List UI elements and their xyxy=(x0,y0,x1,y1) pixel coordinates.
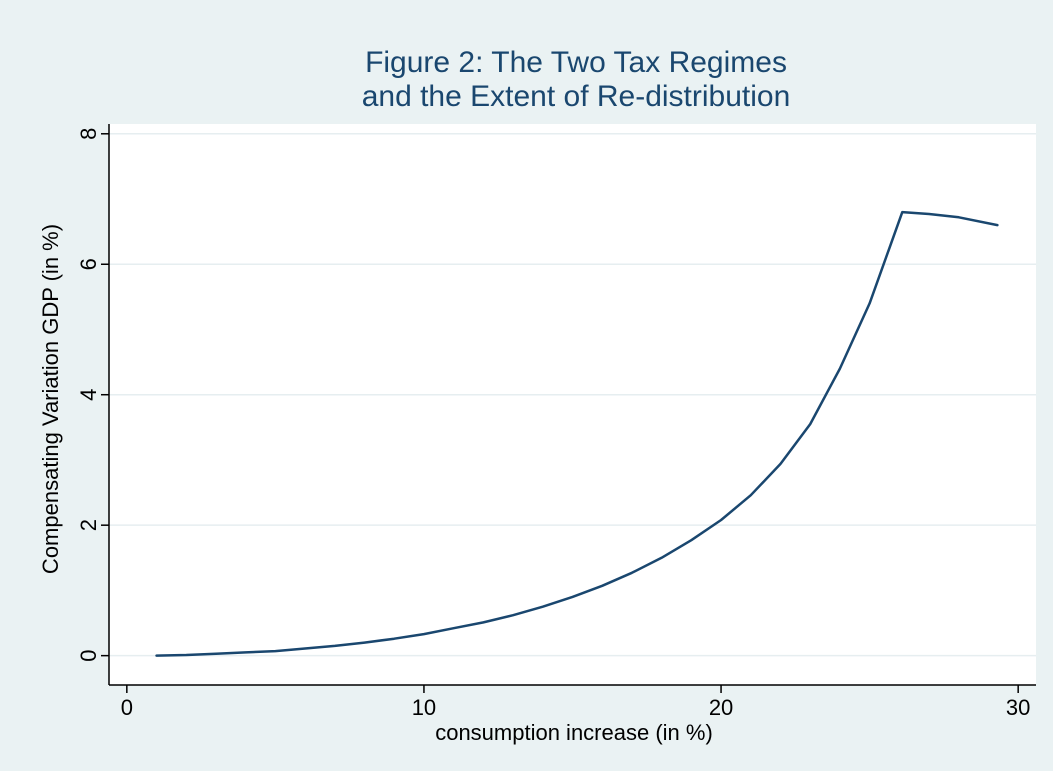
chart-title-line-1: Figure 2: The Two Tax Regimes xyxy=(365,46,787,79)
y-tick-label: 4 xyxy=(76,389,101,401)
x-tick-label: 30 xyxy=(1006,695,1030,720)
y-tick-label: 2 xyxy=(76,519,101,531)
x-tick-label: 10 xyxy=(412,695,436,720)
y-axis-label: Compensating Variation GDP (in %) xyxy=(38,224,63,574)
x-tick-label: 0 xyxy=(121,695,133,720)
x-tick-label: 20 xyxy=(709,695,733,720)
y-tick-label: 6 xyxy=(76,258,101,270)
y-tick-label: 8 xyxy=(76,128,101,140)
plot-area xyxy=(109,124,1036,685)
chart-title-line-2: and the Extent of Re-distribution xyxy=(362,80,791,113)
series-line-group xyxy=(155,210,999,657)
x-axis-label: consumption increase (in %) xyxy=(435,720,713,745)
series-line xyxy=(155,210,999,657)
gridlines xyxy=(109,133,1036,657)
y-tick-label: 0 xyxy=(76,650,101,662)
axes: 0 2 4 6 8 0 10 20 30 xyxy=(76,124,1036,720)
